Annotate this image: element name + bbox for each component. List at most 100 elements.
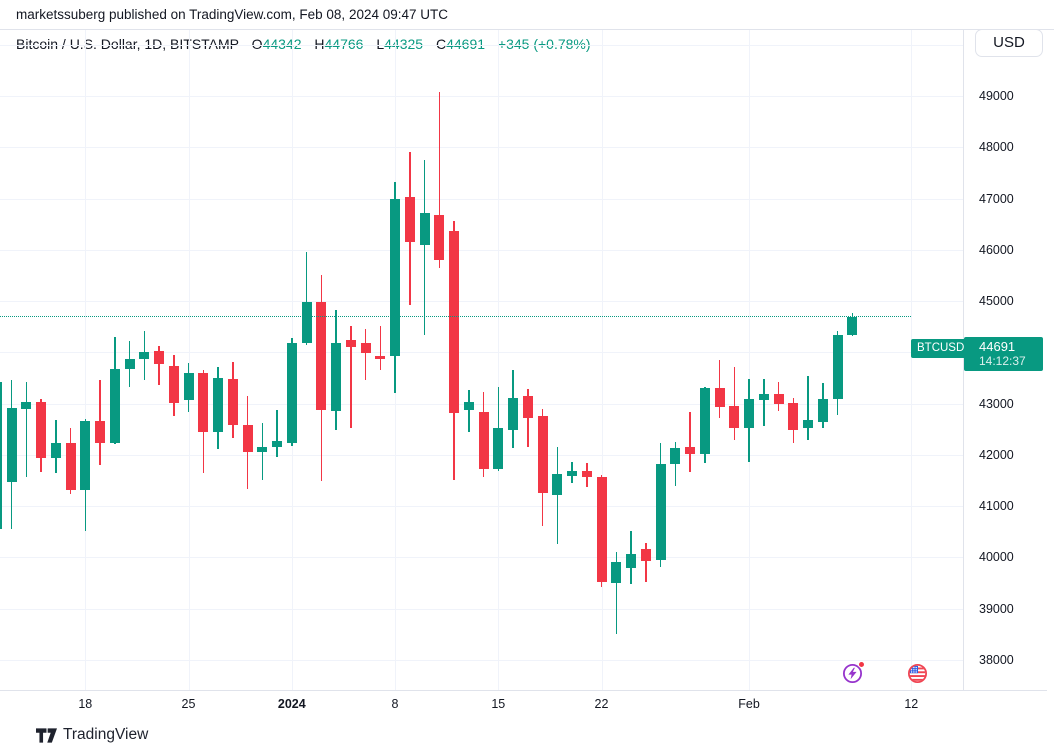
y-axis-label: 38000 xyxy=(979,653,1014,667)
event-alert-dot xyxy=(857,661,865,668)
candle xyxy=(360,342,371,354)
candle xyxy=(478,412,489,469)
candle xyxy=(758,394,769,400)
gridline-v xyxy=(85,30,87,690)
candle xyxy=(50,442,61,458)
gridline-h xyxy=(0,608,963,610)
x-axis-label: 2024 xyxy=(277,697,306,711)
lightning-event-icon[interactable] xyxy=(842,661,865,684)
symbol-header: Bitcoin / U.S. Dollar, 1D, BITSTAMP O443… xyxy=(16,36,591,52)
candle xyxy=(154,350,164,365)
tradingview-logo-icon xyxy=(36,727,57,743)
candle-wick xyxy=(25,382,27,478)
candle-wick xyxy=(379,326,381,370)
candle-wick xyxy=(468,389,470,432)
candle xyxy=(183,372,194,401)
candle-wick xyxy=(158,346,160,386)
tradingview-brand-text: TradingView xyxy=(63,726,149,743)
candle xyxy=(685,446,695,455)
candle xyxy=(257,446,268,452)
chart-widget: Bitcoin / U.S. Dollar, 1D, BITSTAMP O443… xyxy=(0,29,1047,716)
candle xyxy=(331,342,341,411)
gridline-v xyxy=(498,30,500,690)
candle-wick xyxy=(615,551,617,634)
candle-wick xyxy=(276,409,278,457)
candle xyxy=(316,301,327,410)
candle xyxy=(434,214,445,260)
ohlc-low: L44325 xyxy=(376,36,424,52)
gridline-h xyxy=(0,660,963,661)
candle-wick xyxy=(763,379,765,426)
gridline-h xyxy=(0,403,963,405)
y-axis-label: 46000 xyxy=(979,242,1014,257)
gridline-h xyxy=(0,506,963,508)
tradingview-logo-link[interactable]: TradingView xyxy=(36,726,148,744)
gridline-v xyxy=(749,30,750,690)
bar-countdown: 14:12:37 xyxy=(979,353,1026,368)
footer-bar: TradingView xyxy=(0,716,1054,751)
y-axis-label: 39000 xyxy=(979,601,1014,616)
y-axis-label: 45000 xyxy=(979,294,1014,309)
candle-wick xyxy=(438,91,440,268)
candle xyxy=(80,421,91,490)
gridline-h xyxy=(0,147,963,149)
candle xyxy=(670,448,681,465)
candle xyxy=(213,378,223,432)
candle xyxy=(168,365,179,403)
candle xyxy=(803,420,813,428)
candle-wick xyxy=(645,542,647,582)
y-axis-label: 40000 xyxy=(979,550,1014,565)
candle-wick xyxy=(350,326,352,429)
time-axis[interactable]: 18 25 2024 8 15 22 Feb 12 xyxy=(0,690,1047,716)
candle xyxy=(272,440,282,447)
attribution-text: marketssuberg published on TradingView.c… xyxy=(16,7,448,22)
gridline-v xyxy=(601,30,603,690)
candle xyxy=(198,372,209,432)
candle xyxy=(463,402,474,410)
currency-usd-button[interactable]: USD xyxy=(975,29,1043,57)
candle xyxy=(508,397,518,430)
candle xyxy=(567,471,577,477)
ohlc-change: +345 (+0.78%) xyxy=(497,36,591,52)
x-axis-label: 12 xyxy=(904,697,919,711)
candle xyxy=(552,474,563,495)
candle xyxy=(773,394,784,405)
candle xyxy=(729,405,740,428)
attribution-bar: marketssuberg published on TradingView.c… xyxy=(0,0,1054,30)
candle xyxy=(139,351,150,359)
gridline-h xyxy=(0,96,963,97)
candle xyxy=(36,402,46,458)
candle xyxy=(124,359,135,370)
candle xyxy=(832,334,843,399)
symbol-title: Bitcoin / U.S. Dollar, 1D, BITSTAMP xyxy=(16,36,239,52)
last-price-line xyxy=(0,315,911,317)
us-flag-event-icon[interactable] xyxy=(907,663,928,684)
candle xyxy=(699,387,710,454)
candle xyxy=(626,553,636,569)
candle xyxy=(714,387,725,408)
candle xyxy=(345,340,356,347)
x-axis-label: 22 xyxy=(594,697,609,711)
y-axis-label: 43000 xyxy=(979,396,1014,411)
candle xyxy=(611,561,622,583)
last-price-badge: 44691 14:12:37 xyxy=(964,336,1043,371)
candle xyxy=(847,316,858,335)
gridline-h xyxy=(0,249,963,251)
candle xyxy=(404,196,415,243)
last-price-value: 44691 xyxy=(979,338,1016,354)
y-axis-label: 41000 xyxy=(979,499,1014,514)
candle xyxy=(390,199,400,356)
ohlc-high: H44766 xyxy=(314,36,364,52)
gridline-v xyxy=(911,30,913,690)
gridline-h xyxy=(0,301,963,303)
gridline-v xyxy=(188,30,190,690)
x-axis-label: 15 xyxy=(491,697,506,711)
candle xyxy=(419,213,430,245)
chart-pane[interactable]: Bitcoin / U.S. Dollar, 1D, BITSTAMP O443… xyxy=(0,30,963,690)
x-axis-label: Feb xyxy=(738,697,760,711)
candle xyxy=(301,301,312,343)
candle xyxy=(227,379,238,425)
candle xyxy=(95,421,105,443)
candle xyxy=(65,442,76,490)
